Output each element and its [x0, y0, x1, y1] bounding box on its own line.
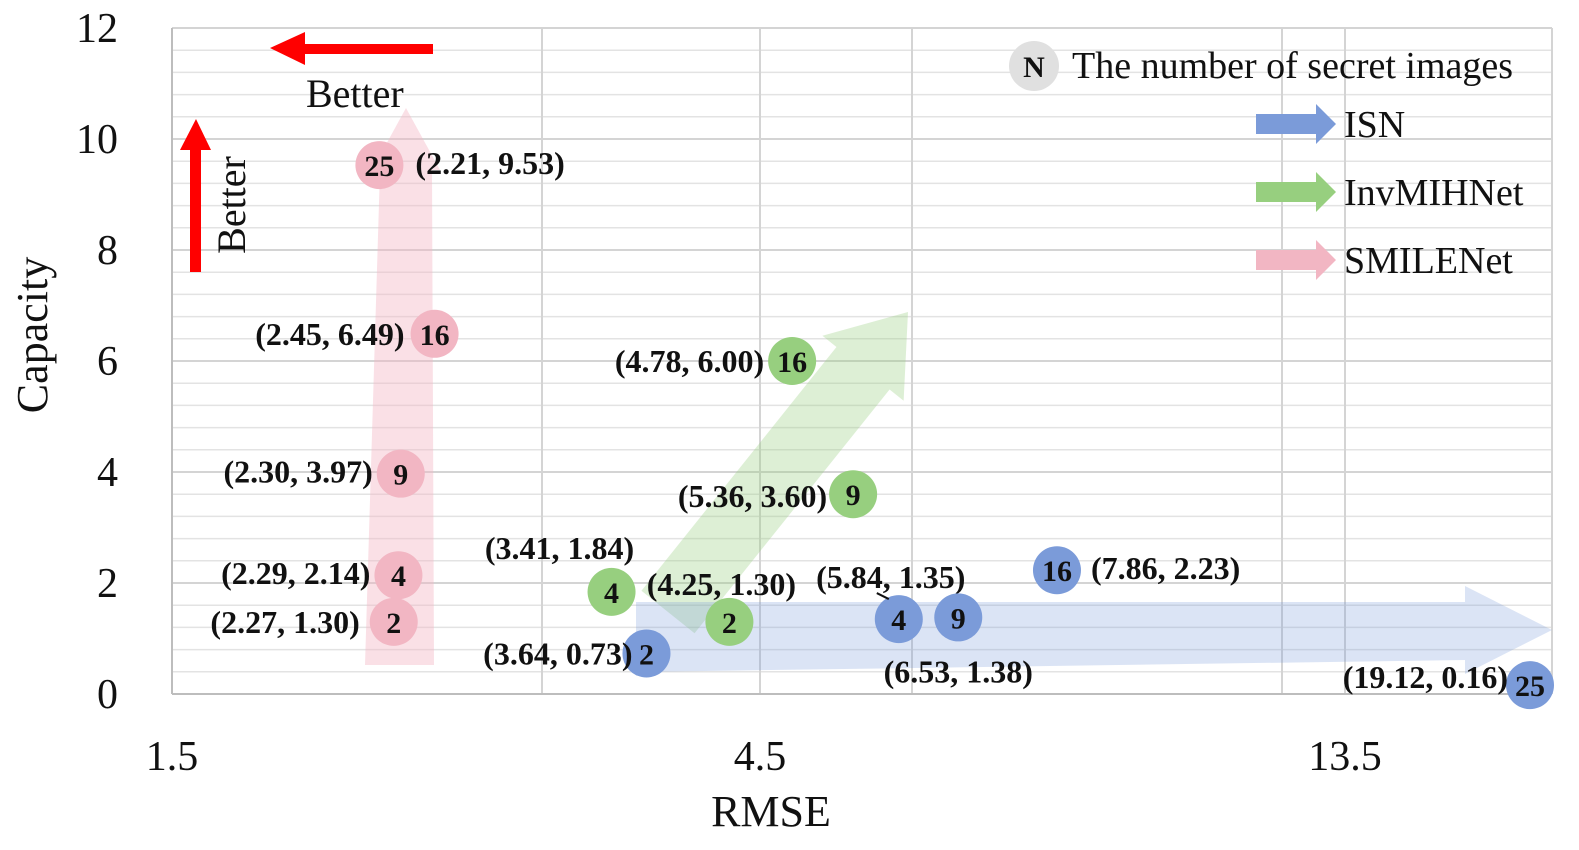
invmihnet-point-label: (5.36, 3.60)	[678, 478, 827, 514]
smilenet-marker-number: 16	[420, 319, 450, 352]
isn-marker	[1032, 546, 1081, 595]
y-tick-label: 10	[76, 117, 118, 163]
smilenet-point-label: (2.29, 2.14)	[221, 555, 370, 591]
invmihnet-marker-number: 16	[777, 346, 807, 379]
invmihnet-point-label: (3.41, 1.84)	[485, 530, 634, 566]
isn-marker	[934, 593, 983, 642]
y-tick-label: 2	[97, 561, 118, 607]
invmihnet-point-label: (4.78, 6.00)	[615, 343, 764, 379]
smilenet-marker	[376, 449, 425, 498]
invmihnet-trend-arrow	[641, 312, 908, 634]
y-tick-label: 4	[97, 450, 118, 496]
invmihnet-marker-number: 2	[722, 607, 737, 640]
legend-n-marker	[1009, 41, 1059, 91]
legend-arrow-icon	[1256, 104, 1336, 144]
better-arrow-up	[180, 119, 211, 272]
legend-arrow-icon	[1256, 172, 1336, 212]
isn-marker-number: 9	[951, 602, 966, 635]
isn-marker-number: 2	[639, 638, 654, 671]
smilenet-marker-number: 25	[364, 150, 394, 183]
smilenet-trend-arrow	[365, 108, 440, 665]
smilenet-point-label: (2.27, 1.30)	[210, 604, 359, 640]
isn-trend-arrow	[636, 586, 1552, 674]
smilenet-marker	[410, 309, 459, 358]
isn-point-2: 2(3.64, 0.73)	[483, 629, 671, 678]
y-tick-label: 8	[97, 228, 118, 274]
smilenet-marker	[374, 551, 423, 600]
y-tick-label: 6	[97, 339, 118, 385]
invmihnet-marker	[705, 597, 754, 646]
smilenet-marker	[369, 597, 418, 646]
legend: N The number of secret images ISN InvMIHNet…	[1009, 41, 1524, 282]
isn-point-label: (3.64, 0.73)	[483, 635, 632, 671]
better-annotations: Better Better	[180, 32, 433, 272]
trend-arrows	[365, 108, 1552, 674]
invmihnet-marker-number: 9	[846, 479, 861, 512]
better-label-y: Better	[209, 156, 254, 254]
smilenet-point-label: (2.21, 9.53)	[415, 145, 564, 181]
smilenet-marker	[355, 141, 404, 190]
legend-item-isn: ISN	[1256, 104, 1405, 146]
data-points: 2(3.64, 0.73)4(5.84, 1.35)9(6.53, 1.38)1…	[210, 141, 1554, 710]
isn-marker	[874, 595, 923, 644]
smilenet-point-9: 9 (2.30, 3.97)	[223, 449, 425, 498]
invmihnet-marker	[768, 337, 817, 385]
legend-label: ISN	[1344, 104, 1405, 146]
isn-point-label: (5.84, 1.35)	[816, 559, 965, 595]
legend-arrow-icon	[1256, 240, 1336, 280]
y-axis-title: Capacity	[8, 257, 57, 413]
isn-point-4: 4 (5.84, 1.35)	[816, 559, 965, 644]
isn-point-label: (7.86, 2.23)	[1091, 550, 1240, 586]
better-label-x: Better	[306, 71, 404, 116]
legend-item-invmihnet: InvMIHNet	[1256, 172, 1524, 214]
invmihnet-point-4: 4 (3.41, 1.84)	[485, 530, 636, 616]
smilenet-marker-number: 2	[386, 607, 401, 640]
smilenet-marker-number: 4	[391, 560, 406, 593]
smilenet-point-label: (2.45, 6.49)	[255, 316, 404, 352]
smilenet-marker-number: 9	[393, 459, 408, 492]
legend-label: InvMIHNet	[1344, 172, 1524, 214]
invmihnet-marker	[587, 567, 636, 616]
invmihnet-point-16: 16 (4.78, 6.00)	[615, 337, 817, 385]
isn-marker-number: 16	[1042, 555, 1072, 588]
x-tick-label: 4.5	[734, 734, 787, 780]
isn-marker	[1506, 661, 1554, 710]
y-tick-label: 0	[97, 672, 118, 718]
smilenet-point-25: 25 (2.21, 9.53)	[355, 141, 565, 190]
smilenet-point-4: 4 (2.29, 2.14)	[221, 551, 423, 600]
invmihnet-marker-number: 4	[604, 577, 619, 610]
legend-n-symbol: N	[1023, 51, 1045, 84]
x-axis-title: RMSE	[711, 787, 831, 836]
legend-n-description: The number of secret images	[1072, 45, 1513, 87]
isn-label-leader	[876, 592, 890, 600]
better-arrow-left	[270, 32, 433, 65]
x-tick-label: 13.5	[1308, 734, 1382, 780]
legend-item-smilenet: SMILENet	[1256, 240, 1513, 282]
legend-label: SMILENet	[1344, 240, 1513, 282]
x-tick-label: 1.5	[146, 734, 199, 780]
isn-point-25: 25(19.12, 0.16)	[1343, 659, 1554, 710]
invmihnet-point-label: (4.25, 1.30)	[647, 566, 796, 602]
smilenet-point-label: (2.30, 3.97)	[223, 454, 372, 490]
isn-marker-number: 4	[891, 604, 906, 637]
isn-point-label: (19.12, 0.16)	[1343, 659, 1508, 695]
isn-point-16: 16 (7.86, 2.23)	[1032, 546, 1240, 595]
smilenet-point-16: 16 (2.45, 6.49)	[255, 309, 459, 358]
isn-marker	[622, 629, 671, 678]
invmihnet-marker	[829, 470, 878, 519]
isn-marker-number: 25	[1515, 670, 1545, 703]
invmihnet-point-2: 2 (4.25, 1.30)	[647, 566, 796, 646]
isn-point-9: 9 (6.53, 1.38)	[884, 593, 1033, 689]
smilenet-point-2: 2 (2.27, 1.30)	[210, 597, 418, 646]
y-tick-label: 12	[76, 6, 118, 52]
isn-point-label: (6.53, 1.38)	[884, 653, 1033, 689]
invmihnet-point-9: 9 (5.36, 3.60)	[678, 470, 878, 519]
